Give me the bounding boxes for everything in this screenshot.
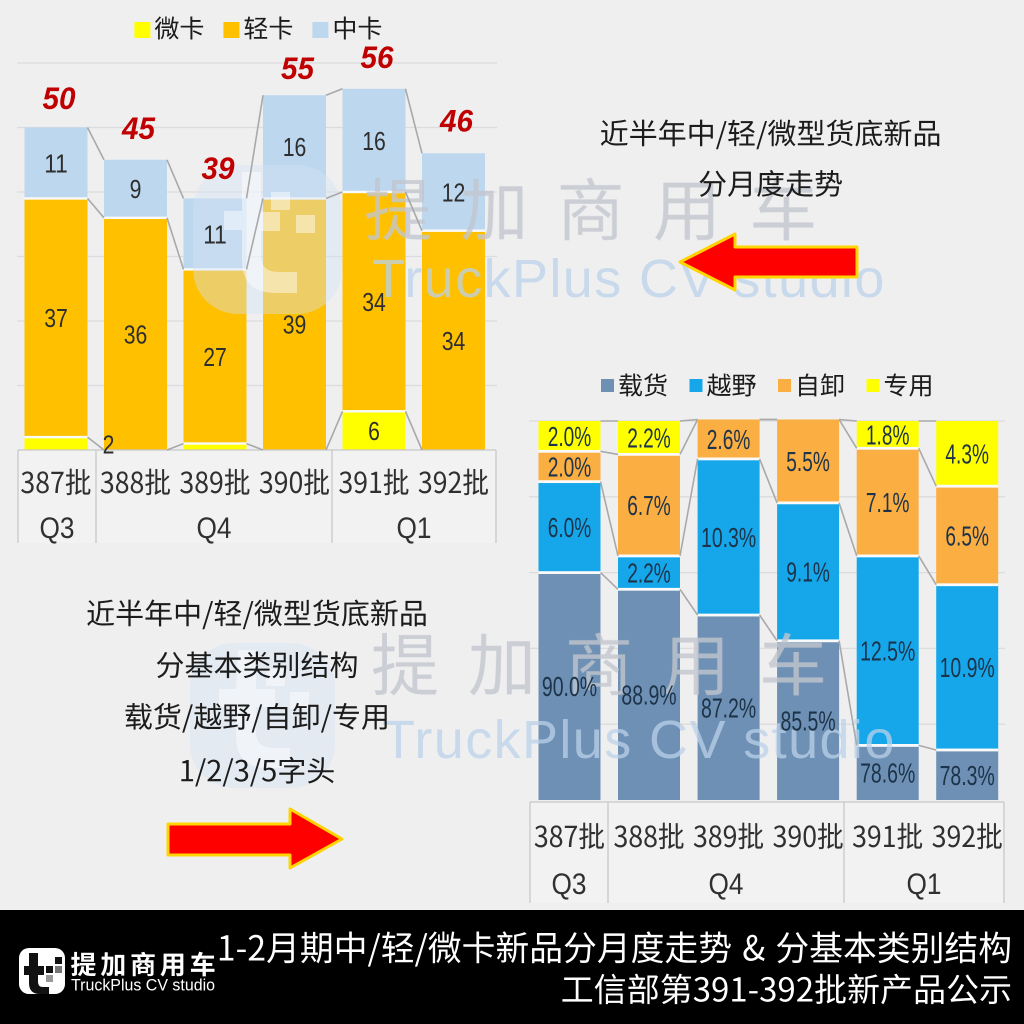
svg-text:88.9%: 88.9%: [621, 680, 676, 711]
svg-text:6.5%: 6.5%: [945, 520, 989, 551]
svg-text:Q1: Q1: [907, 868, 942, 901]
svg-text:1.8%: 1.8%: [866, 420, 910, 451]
svg-text:78.3%: 78.3%: [940, 760, 995, 791]
svg-text:2.6%: 2.6%: [707, 424, 751, 455]
svg-text:Q4: Q4: [709, 868, 744, 901]
svg-text:37: 37: [44, 303, 68, 333]
svg-text:46: 46: [439, 103, 473, 139]
svg-text:6.0%: 6.0%: [548, 512, 592, 543]
svg-text:Q3: Q3: [552, 868, 587, 901]
svg-text:85.5%: 85.5%: [781, 705, 836, 736]
svg-text:6: 6: [368, 416, 380, 446]
svg-text:56: 56: [361, 39, 394, 75]
svg-text:2.0%: 2.0%: [548, 421, 592, 452]
svg-text:16: 16: [283, 132, 307, 162]
svg-text:6.7%: 6.7%: [627, 490, 671, 521]
svg-text:34: 34: [442, 326, 466, 356]
svg-text:TruckPlus CV studio: TruckPlus CV studio: [382, 710, 896, 770]
svg-text:55: 55: [281, 50, 314, 86]
svg-text:7.1%: 7.1%: [866, 487, 910, 518]
svg-text:2: 2: [103, 430, 115, 460]
svg-text:87.2%: 87.2%: [701, 692, 756, 723]
svg-text:34: 34: [362, 287, 386, 317]
svg-text:10.3%: 10.3%: [701, 522, 756, 553]
svg-text:27: 27: [203, 342, 227, 372]
svg-text:2.2%: 2.2%: [627, 423, 671, 454]
svg-text:9.1%: 9.1%: [786, 557, 830, 588]
svg-text:45: 45: [121, 110, 155, 146]
svg-text:Q1: Q1: [397, 512, 432, 545]
svg-text:12.5%: 12.5%: [860, 636, 915, 667]
svg-text:36: 36: [124, 319, 148, 349]
svg-text:9: 9: [130, 174, 142, 204]
svg-text:11: 11: [44, 148, 68, 178]
svg-text:5.5%: 5.5%: [786, 446, 830, 477]
svg-text:39: 39: [202, 150, 235, 186]
svg-text:10.9%: 10.9%: [940, 652, 995, 683]
svg-text:11: 11: [203, 219, 227, 249]
svg-text:12: 12: [442, 177, 466, 207]
svg-text:50: 50: [43, 80, 76, 116]
svg-text:39: 39: [283, 310, 307, 340]
svg-text:16: 16: [362, 126, 386, 156]
svg-text:78.6%: 78.6%: [860, 758, 915, 789]
svg-text:4.3%: 4.3%: [945, 439, 989, 470]
svg-text:Q3: Q3: [40, 512, 75, 545]
svg-text:90.0%: 90.0%: [542, 671, 597, 702]
svg-text:TruckPlus CV studio: TruckPlus CV studio: [71, 977, 215, 995]
svg-text:2.2%: 2.2%: [627, 558, 671, 589]
svg-text:Q4: Q4: [197, 512, 232, 545]
svg-text:2.0%: 2.0%: [548, 451, 592, 482]
